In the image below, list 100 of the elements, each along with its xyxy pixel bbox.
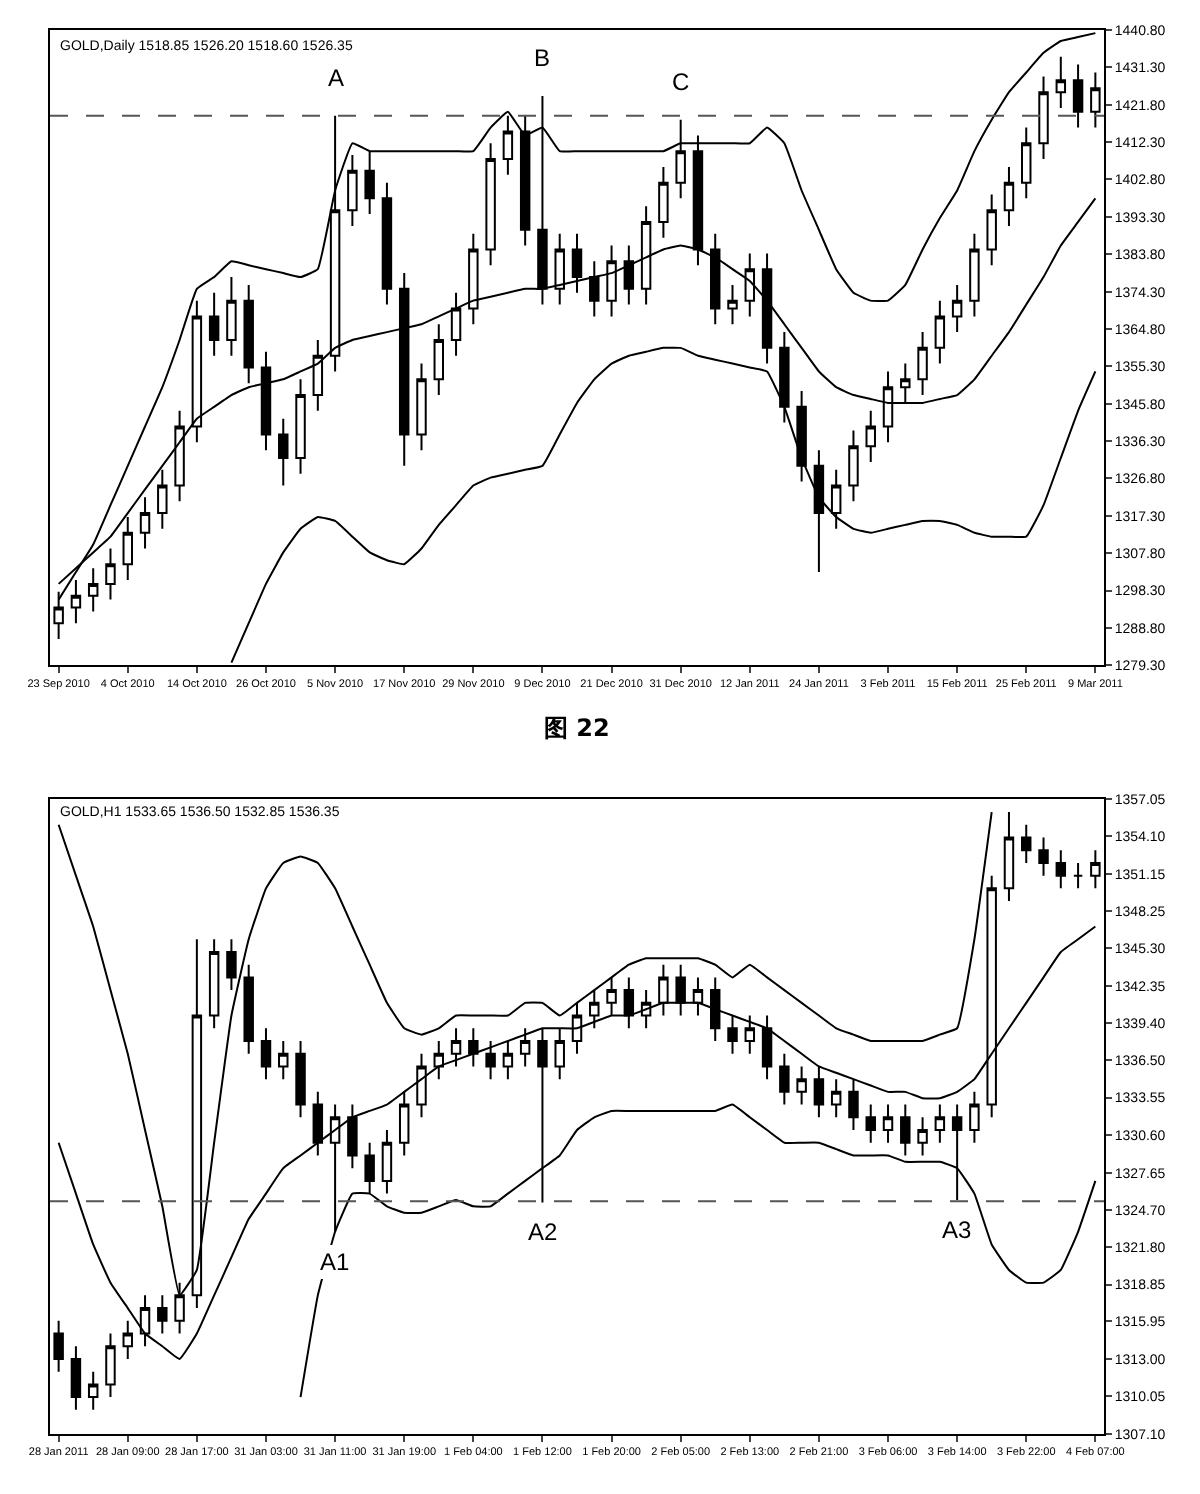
candlestick [796, 390, 807, 483]
annotation: A [328, 64, 345, 92]
candlestick [157, 468, 168, 530]
candlestick [623, 976, 635, 1030]
candlestick [727, 1014, 738, 1055]
candlestick [882, 1103, 894, 1144]
candlestick [848, 1078, 859, 1132]
candlestick [87, 567, 99, 613]
candlestick [623, 244, 635, 306]
candlestick [865, 1103, 876, 1144]
candlestick [105, 1332, 116, 1399]
candlestick [917, 331, 928, 397]
candlestick [1021, 823, 1032, 864]
candlestick [70, 1345, 82, 1411]
candlestick [710, 232, 721, 326]
candlestick [485, 1039, 496, 1081]
candlestick [381, 1129, 393, 1195]
candlestick [364, 150, 375, 216]
annotation: C [672, 68, 690, 96]
candlestick [1090, 71, 1101, 129]
candlestick [278, 417, 289, 487]
candlestick [139, 496, 151, 550]
candlestick [848, 429, 859, 503]
candlestick [796, 1065, 807, 1106]
candlestick [208, 291, 220, 357]
candlestick [398, 272, 410, 467]
candlestick [589, 260, 600, 318]
candlestick [761, 252, 773, 365]
candlestick [295, 1039, 306, 1119]
candlestick [900, 1103, 911, 1157]
candlestick [433, 323, 444, 397]
candlestick [416, 1052, 427, 1119]
candlestick [347, 1103, 358, 1170]
candlestick [675, 118, 686, 200]
candlestick [692, 976, 704, 1017]
candlestick [450, 291, 462, 357]
candlestick [1003, 811, 1015, 903]
candlestick [191, 299, 203, 444]
candlestick [658, 165, 669, 239]
annotation: A1 [320, 1248, 351, 1276]
candlestick [779, 1052, 790, 1106]
candlestick [381, 181, 393, 306]
candlestick [675, 963, 686, 1017]
candlestick [226, 938, 237, 992]
candlestick [882, 370, 894, 444]
candlestick [450, 1027, 462, 1068]
candlestick [606, 244, 617, 318]
candlestick [260, 350, 272, 452]
candlestick [139, 1294, 151, 1348]
candlestick [1055, 55, 1067, 109]
candlestick [813, 449, 825, 574]
candlestick [416, 362, 427, 452]
candlestick [433, 1039, 444, 1081]
candlestick [1003, 165, 1015, 227]
candlestick [865, 409, 876, 463]
candlestick [53, 1319, 64, 1373]
candlestick [312, 1090, 324, 1157]
candlestick [1090, 849, 1101, 890]
candlestick [986, 193, 997, 267]
annotation: A2 [528, 1218, 559, 1246]
candlestick [519, 1027, 531, 1068]
candlestick [1055, 849, 1067, 890]
candlestick [174, 409, 185, 503]
candlestick [243, 963, 254, 1055]
candlestick [571, 1001, 583, 1055]
candlestick [519, 114, 531, 247]
candlestick [157, 1294, 168, 1335]
candlestick [502, 114, 514, 176]
candlestick [813, 1065, 825, 1119]
candlestick [554, 1027, 565, 1081]
candlestick [312, 338, 324, 412]
candlestick [951, 283, 963, 334]
candlestick [1021, 126, 1032, 200]
candlestick [571, 232, 583, 294]
candlestick [278, 1039, 289, 1081]
candlestick [727, 283, 738, 326]
candlestick [485, 142, 496, 267]
candlestick [830, 468, 842, 530]
candlestick [934, 1103, 946, 1144]
candlestick [1072, 861, 1084, 890]
caption: 图 22 [544, 714, 610, 742]
candlestick [606, 976, 617, 1017]
candlestick [105, 547, 116, 601]
candlestick [969, 1090, 980, 1144]
candlestick [364, 1141, 375, 1195]
candlestick [226, 276, 237, 357]
candlestick [468, 1027, 479, 1068]
candlestick [295, 378, 306, 475]
candlestick [468, 232, 479, 326]
candlestick [744, 252, 756, 318]
candlestick [1072, 63, 1084, 129]
candlestick [347, 154, 358, 227]
candlestick [761, 1014, 773, 1081]
candlestick [1038, 75, 1049, 161]
candlestick [208, 938, 220, 1030]
candlestick [934, 299, 946, 365]
candlestick [830, 1078, 842, 1119]
candlestick [917, 1116, 928, 1157]
candlestick [87, 1370, 99, 1411]
candlestick [502, 1039, 514, 1081]
